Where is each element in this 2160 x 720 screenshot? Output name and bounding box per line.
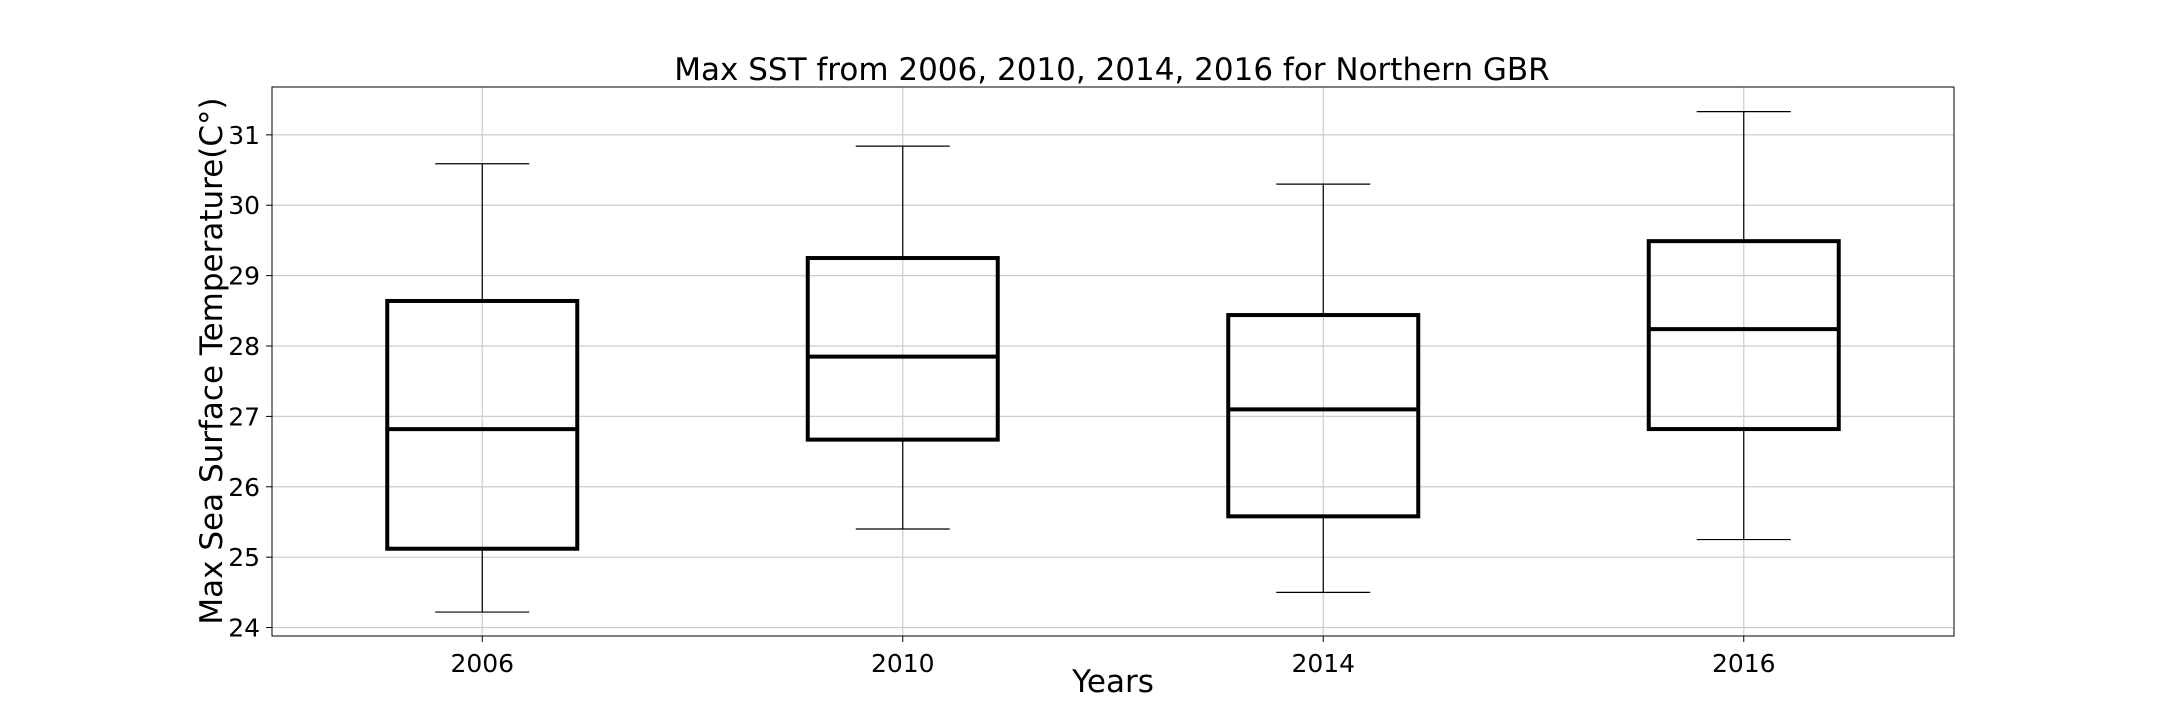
iqr-box	[805, 256, 1000, 442]
box-group-2014	[1226, 183, 1421, 593]
x-tick-label: 2006	[450, 649, 514, 678]
y-axis-ticks: 24 25 26 27 28 29 30 31	[228, 121, 272, 643]
y-tick-label: 24	[228, 614, 260, 643]
iqr-box	[385, 298, 580, 551]
x-tick-label: 2014	[1291, 649, 1355, 678]
box-group-2016	[1646, 111, 1841, 541]
plot-frame	[271, 86, 1955, 637]
iqr-box	[1646, 239, 1841, 432]
y-axis-label: Max Sea Surface Temperature(C°)	[194, 97, 230, 624]
y-tick-label: 30	[228, 191, 260, 220]
chart-title: Max SST from 2006, 2010, 2014, 2016 for …	[674, 52, 1549, 88]
y-tick-label: 27	[228, 402, 260, 431]
y-tick-label: 26	[228, 473, 260, 502]
x-axis-label: Years	[1071, 664, 1154, 700]
grid-lines	[272, 87, 1954, 636]
y-tick-label: 25	[228, 543, 260, 572]
y-tick-label: 28	[228, 332, 260, 361]
x-tick-label: 2016	[1712, 649, 1776, 678]
y-tick-label: 29	[228, 262, 260, 291]
iqr-box	[1226, 313, 1421, 519]
x-tick-label: 2010	[871, 649, 935, 678]
y-tick-label: 31	[228, 121, 260, 150]
box-group-2006	[385, 163, 580, 613]
box-group-2010	[805, 145, 1000, 530]
boxes	[385, 111, 1841, 613]
x-axis-ticks: 2006 2010 2014 2016	[450, 636, 1776, 678]
